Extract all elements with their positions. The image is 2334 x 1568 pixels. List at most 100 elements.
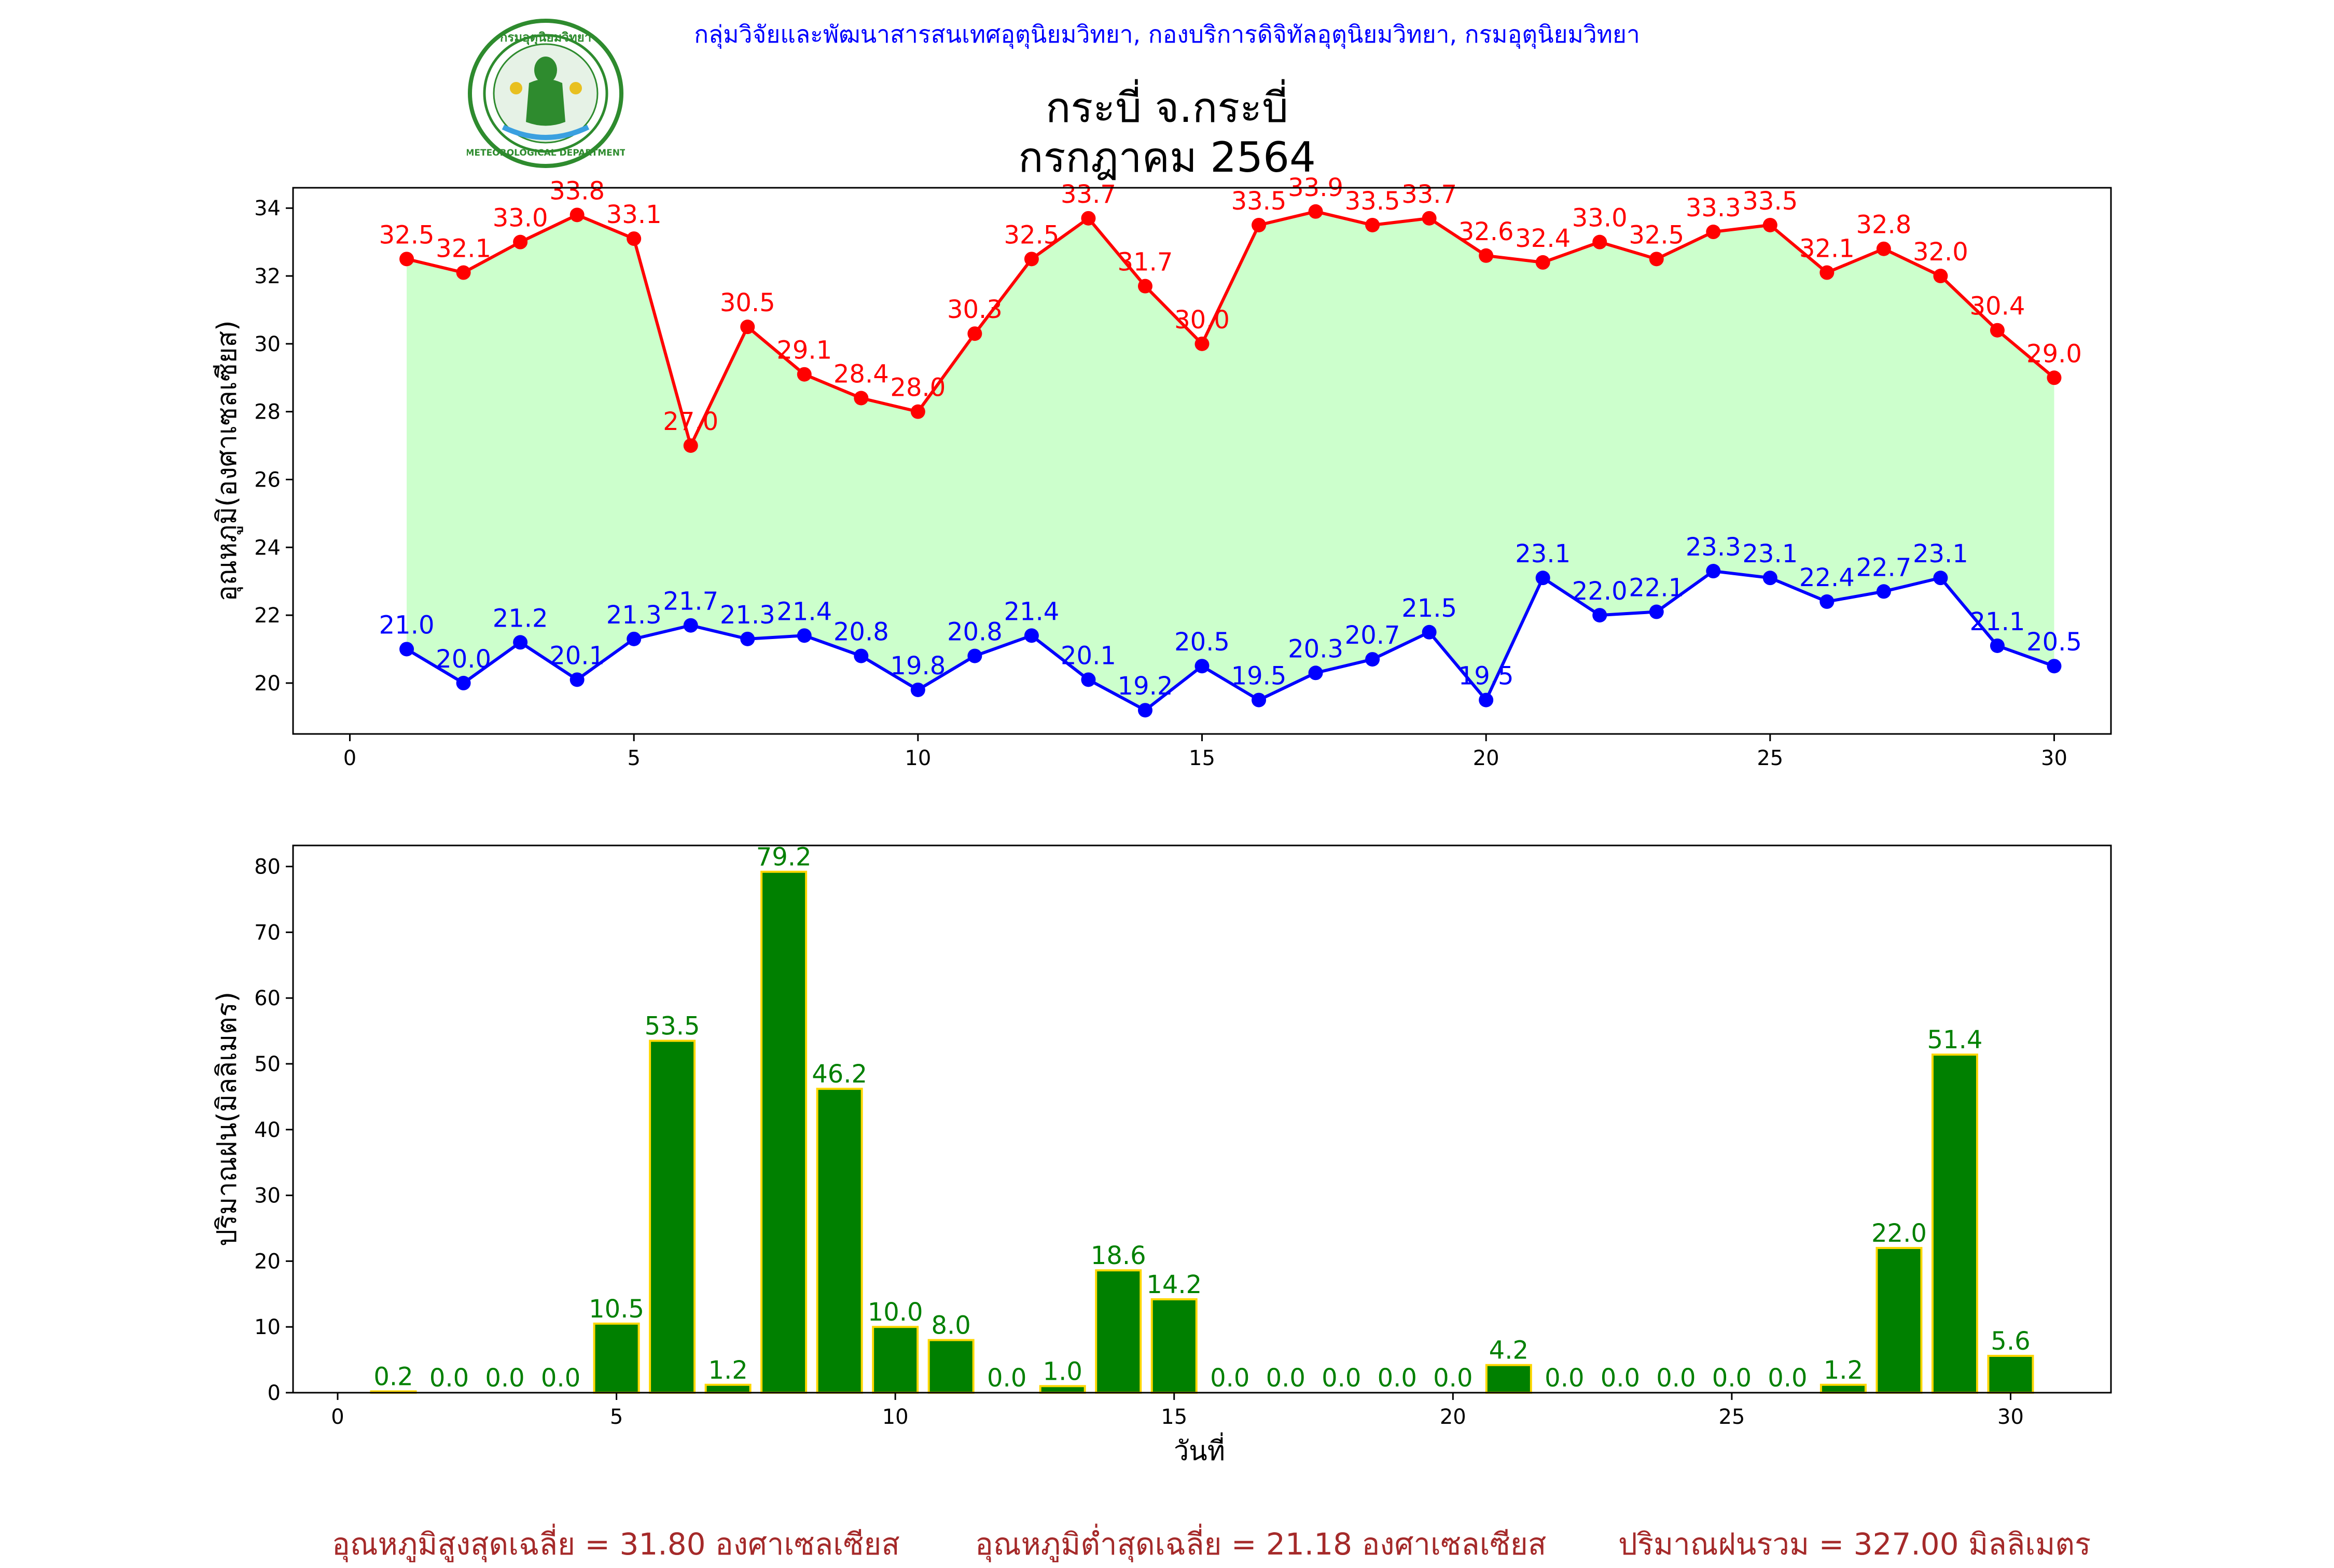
rainfall-x-tick-label: 5 bbox=[610, 1405, 623, 1429]
rainfall-bar-label: 18.6 bbox=[1091, 1241, 1146, 1270]
rainfall-y-tick-label: 80 bbox=[254, 855, 281, 879]
rainfall-x-tick-label: 15 bbox=[1161, 1405, 1187, 1429]
footer-summary: อุณหภูมิสูงสุดเฉลี่ย = 31.80 องศาเซลเซีย… bbox=[0, 1520, 2334, 1566]
rainfall-bar-label: 0.0 bbox=[429, 1364, 469, 1393]
temperature-y-tick-label: 28 bbox=[254, 400, 281, 424]
max-temp-point bbox=[1819, 265, 1835, 280]
max-temp-point bbox=[1592, 234, 1607, 249]
rainfall-bar-label: 10.0 bbox=[868, 1298, 923, 1327]
rainfall-y-tick-label: 70 bbox=[254, 921, 281, 945]
min-temp-label: 21.3 bbox=[606, 601, 662, 630]
rainfall-bar-label: 53.5 bbox=[645, 1012, 700, 1041]
min-temp-point bbox=[740, 631, 755, 646]
min-temp-point bbox=[1876, 584, 1891, 599]
max-temp-point bbox=[1479, 248, 1494, 263]
temperature-x-tick-label: 15 bbox=[1189, 746, 1215, 770]
max-temp-label: 29.1 bbox=[776, 336, 832, 365]
rainfall-bar bbox=[704, 1383, 752, 1394]
rainfall-x-tick-label: 30 bbox=[1997, 1405, 2024, 1429]
min-temp-label: 22.4 bbox=[1799, 563, 1855, 592]
rainfall-bar-label: 0.0 bbox=[1712, 1364, 1752, 1393]
temperature-x-tick-label: 5 bbox=[627, 746, 640, 770]
min-temp-line bbox=[406, 569, 2055, 712]
temperature-y-tick-label: 34 bbox=[254, 197, 281, 220]
rainfall-y-tick-label: 20 bbox=[254, 1250, 281, 1273]
temperature-y-tick-label: 24 bbox=[254, 536, 281, 560]
max-temp-label: 31.7 bbox=[1118, 248, 1173, 277]
max-temp-label: 33.7 bbox=[1061, 180, 1116, 209]
max-temp-label: 33.8 bbox=[549, 176, 605, 205]
footer-avg-max: อุณหภูมิสูงสุดเฉลี่ย = 31.80 องศาเซลเซีย… bbox=[332, 1527, 900, 1562]
rainfall-bar bbox=[927, 1339, 975, 1394]
max-temp-label: 33.5 bbox=[1742, 187, 1798, 216]
max-temp-point bbox=[1649, 252, 1664, 267]
min-temp-point bbox=[1706, 564, 1721, 579]
rainfall-bar-label: 0.0 bbox=[1378, 1364, 1417, 1393]
rainfall-bar-label: 51.4 bbox=[1927, 1025, 1983, 1054]
min-temp-point bbox=[854, 648, 869, 663]
rainfall-bar-label: 0.0 bbox=[987, 1364, 1026, 1393]
max-temp-point bbox=[1990, 323, 2005, 338]
header-credit: กลุ่มวิจัยและพัฒนาสารสนเทศอุตุนิยมวิทยา,… bbox=[694, 20, 1640, 48]
max-temp-label: 32.5 bbox=[1004, 220, 1059, 249]
rainfall-x-tick-label: 10 bbox=[882, 1405, 909, 1429]
min-temp-label: 20.1 bbox=[1061, 641, 1116, 670]
min-temp-label: 23.1 bbox=[1742, 539, 1798, 568]
max-temp-line bbox=[406, 210, 2055, 450]
rainfall-y-axis-label: ปริมาณฝน(มิลลิเมตร) bbox=[212, 992, 243, 1246]
max-temp-label: 27.0 bbox=[663, 407, 718, 436]
temperature-x-tick-label: 25 bbox=[1757, 746, 1783, 770]
max-temp-point bbox=[2047, 370, 2062, 385]
logo-text-bottom: METEOROLOGICAL DEPARTMENT bbox=[467, 148, 625, 158]
max-temp-point bbox=[513, 234, 528, 249]
min-temp-point bbox=[399, 642, 414, 657]
max-temp-point bbox=[1308, 204, 1323, 219]
min-temp-label: 21.5 bbox=[1401, 594, 1457, 623]
min-temp-point bbox=[2047, 659, 2062, 674]
min-temp-label: 20.8 bbox=[833, 618, 889, 647]
min-temp-point bbox=[1819, 594, 1835, 609]
min-temp-point bbox=[513, 635, 528, 650]
rainfall-bar bbox=[872, 1326, 919, 1394]
min-temp-label: 20.3 bbox=[1288, 634, 1343, 663]
rainfall-bar-label: 4.2 bbox=[1489, 1336, 1529, 1365]
max-temp-label: 33.7 bbox=[1401, 180, 1457, 209]
rainfall-bar bbox=[1485, 1364, 1532, 1394]
min-temp-label: 21.4 bbox=[1004, 597, 1059, 626]
chart-title: กระบี่ จ.กระบี่ กรกฎาคม 2564 bbox=[0, 83, 2334, 183]
temperature-y-tick-label: 20 bbox=[254, 672, 281, 696]
rainfall-y-tick-label: 0 bbox=[268, 1381, 281, 1405]
min-temp-point bbox=[910, 682, 925, 697]
rainfall-bar-label: 46.2 bbox=[812, 1060, 867, 1089]
min-temp-point bbox=[1535, 571, 1550, 586]
rainfall-bar-label: 0.2 bbox=[373, 1362, 413, 1391]
max-temp-label: 32.8 bbox=[1856, 211, 1911, 240]
min-temp-label: 20.8 bbox=[947, 618, 1003, 647]
rainfall-bar-label: 10.5 bbox=[589, 1295, 644, 1324]
rainfall-x-tick-label: 25 bbox=[1718, 1405, 1745, 1429]
rainfall-bar-label: 0.0 bbox=[1433, 1364, 1472, 1393]
temperature-x-tick-label: 10 bbox=[905, 746, 931, 770]
max-temp-point bbox=[1876, 241, 1891, 256]
rainfall-bar-label: 0.0 bbox=[1322, 1364, 1361, 1393]
min-temp-label: 19.2 bbox=[1118, 672, 1173, 701]
min-temp-point bbox=[1422, 625, 1437, 640]
rainfall-bar bbox=[1875, 1247, 1923, 1394]
max-temp-point bbox=[1194, 336, 1210, 351]
max-temp-label: 28.0 bbox=[890, 373, 946, 403]
rainfall-bar-label: 0.0 bbox=[1768, 1364, 1807, 1393]
max-temp-point bbox=[967, 326, 982, 341]
min-temp-point bbox=[1252, 692, 1267, 707]
temperature-y-tick-label: 30 bbox=[254, 332, 281, 356]
max-temp-label: 33.0 bbox=[1572, 204, 1628, 233]
rainfall-bar-label: 8.0 bbox=[932, 1311, 971, 1340]
max-temp-point bbox=[1706, 225, 1721, 240]
max-temp-point bbox=[569, 207, 585, 223]
min-temp-label: 23.1 bbox=[1913, 539, 1968, 568]
rainfall-bar bbox=[649, 1039, 696, 1394]
max-temp-label: 32.1 bbox=[1799, 234, 1855, 263]
min-temp-point bbox=[1649, 604, 1664, 619]
temperature-y-axis-label: อุณหภูมิ(องศาเซลเซียส) bbox=[212, 321, 243, 602]
rainfall-y-tick-label: 40 bbox=[254, 1118, 281, 1142]
